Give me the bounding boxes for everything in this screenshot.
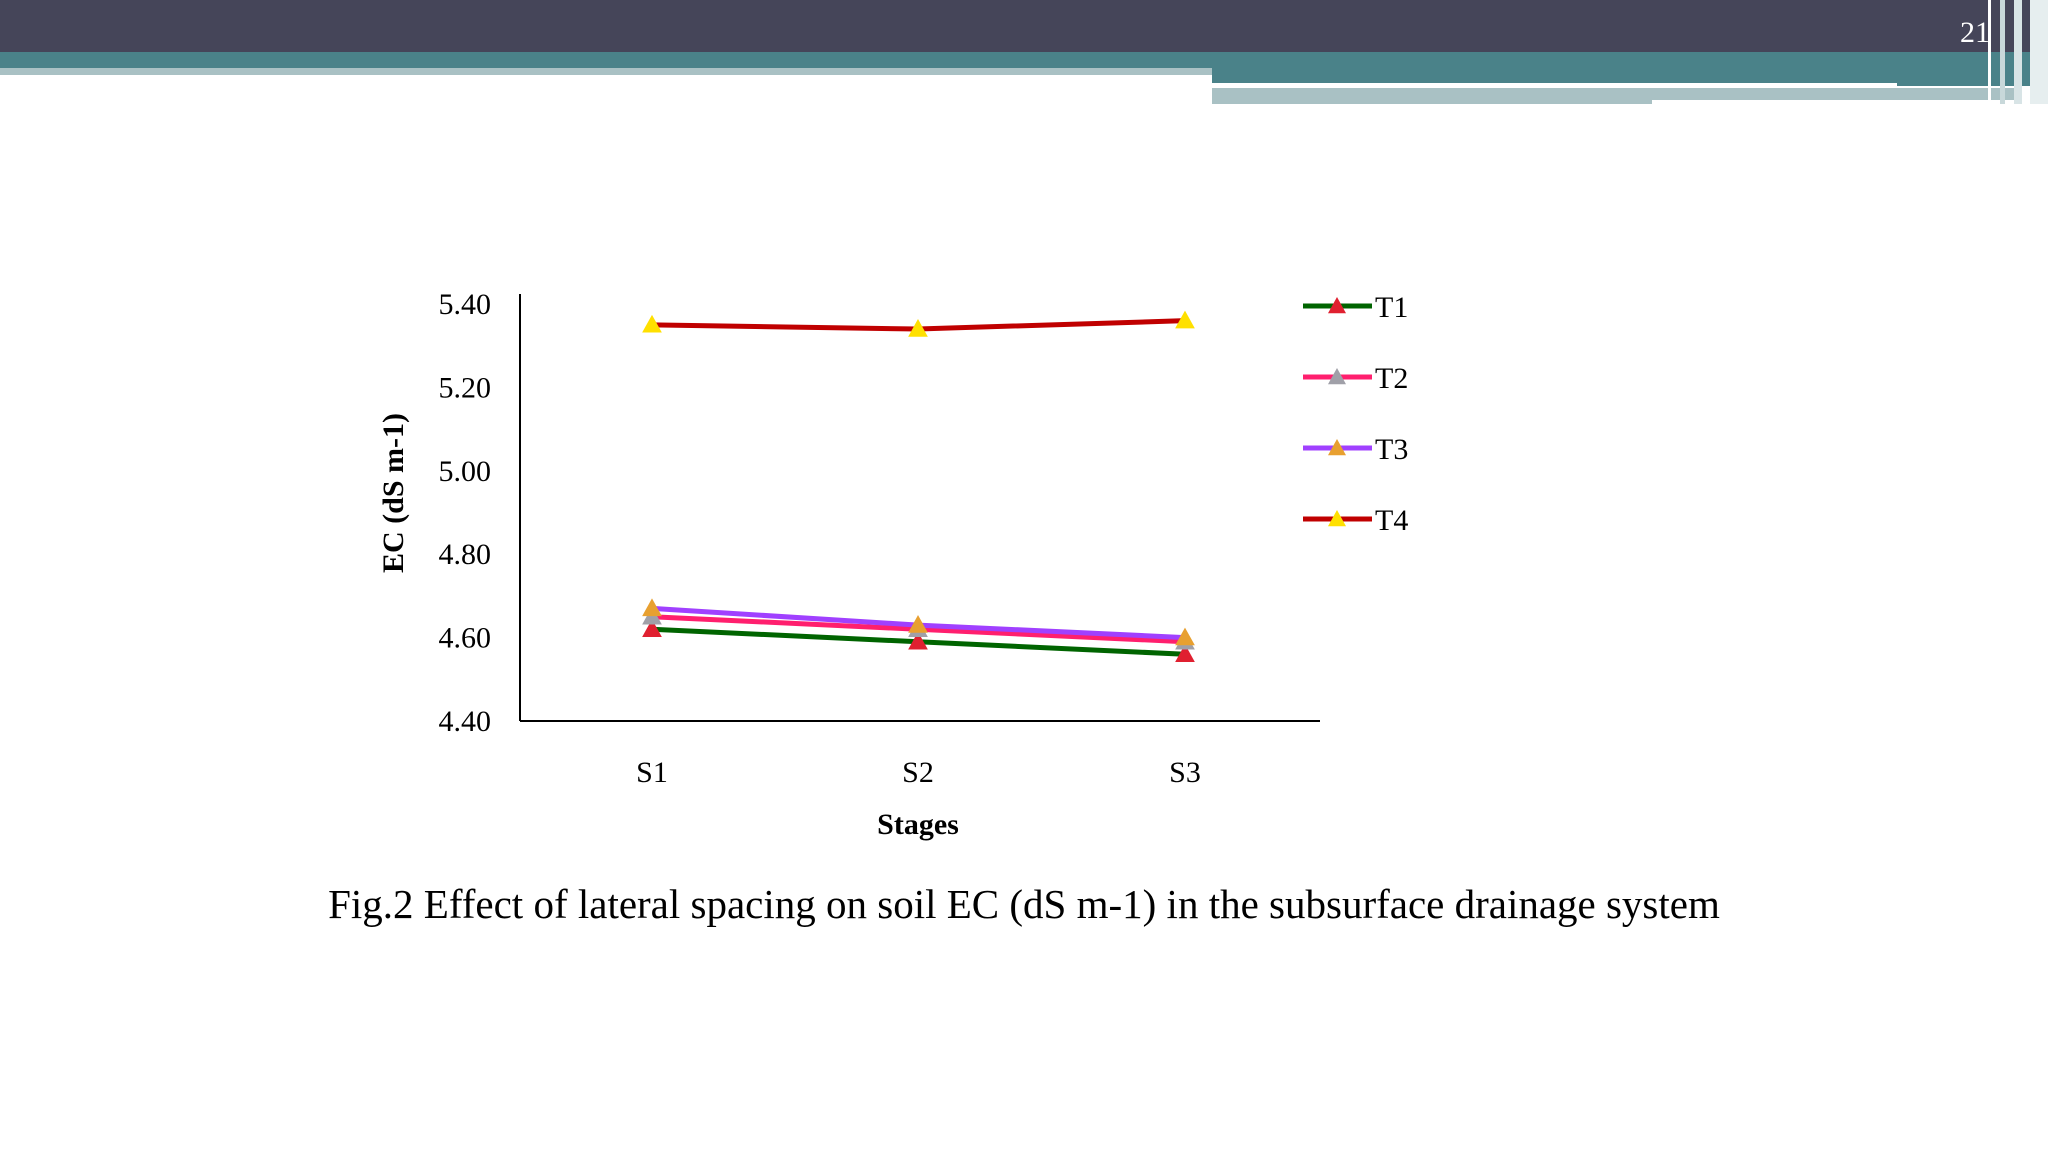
data-point-t1 bbox=[1175, 644, 1195, 662]
header-light-stripe-right-thin bbox=[1652, 88, 2022, 100]
figure-caption: Fig.2 Effect of lateral spacing on soil … bbox=[328, 881, 1720, 927]
legend-label: T1 bbox=[1375, 291, 1408, 324]
data-point-t1 bbox=[642, 619, 662, 637]
legend-swatch-marker bbox=[1328, 297, 1346, 314]
x-tick-label: S3 bbox=[1169, 756, 1201, 789]
x-tick-label: S2 bbox=[902, 756, 934, 789]
y-tick-label: 5.00 bbox=[439, 455, 492, 488]
ec-line-chart: 4.40 4.60 4.80 5.00 5.20 5.40 S1 S2 S3 EC (dS m… bbox=[377, 288, 1408, 841]
y-tick-label: 5.20 bbox=[439, 371, 492, 404]
header-light-stripe-right bbox=[1212, 88, 1652, 104]
data-point-t4 bbox=[642, 314, 662, 333]
y-axis-label: EC (dS m-1) bbox=[377, 413, 410, 573]
header-vertical-bar-2 bbox=[2000, 0, 2005, 104]
series-lines bbox=[642, 310, 1195, 662]
y-tick-label: 5.40 bbox=[439, 288, 492, 321]
header-vertical-bar-3 bbox=[2014, 0, 2022, 104]
data-point-t3 bbox=[908, 615, 928, 633]
legend-label: T4 bbox=[1375, 504, 1408, 537]
data-point-t3 bbox=[642, 598, 662, 617]
x-tick-labels: S1 S2 S3 bbox=[636, 756, 1201, 789]
data-point-t3 bbox=[1175, 627, 1195, 646]
legend-label: T3 bbox=[1375, 433, 1408, 466]
data-point-t1 bbox=[908, 631, 928, 650]
legend: T1 T2 T3 T4 bbox=[1303, 291, 1408, 537]
slide-header-banner bbox=[0, 0, 2048, 104]
legend-swatch-marker bbox=[1328, 510, 1346, 527]
y-tick-label: 4.60 bbox=[439, 622, 492, 655]
header-vertical-bar-1 bbox=[1988, 0, 1991, 100]
header-teal-tab bbox=[1212, 68, 2048, 86]
header-white-line bbox=[1212, 83, 1897, 87]
data-point-t4 bbox=[1175, 310, 1195, 329]
header-teal-band bbox=[0, 52, 2048, 68]
legend-swatch-marker bbox=[1328, 439, 1346, 456]
header-vertical-bar-4 bbox=[2030, 0, 2048, 104]
x-tick-label: S1 bbox=[636, 756, 668, 789]
data-point-t4 bbox=[908, 318, 928, 337]
header-light-stripe-left bbox=[0, 68, 1212, 75]
legend-swatch-marker bbox=[1328, 368, 1346, 385]
header-dark-band bbox=[0, 0, 2048, 52]
x-axis-label: Stages bbox=[877, 808, 959, 841]
y-tick-labels: 4.40 4.60 4.80 5.00 5.20 5.40 bbox=[439, 288, 492, 738]
slide-number: 21 bbox=[1960, 16, 1990, 49]
y-tick-label: 4.80 bbox=[439, 538, 492, 571]
legend-label: T2 bbox=[1375, 362, 1408, 395]
y-tick-label: 4.40 bbox=[439, 705, 492, 738]
